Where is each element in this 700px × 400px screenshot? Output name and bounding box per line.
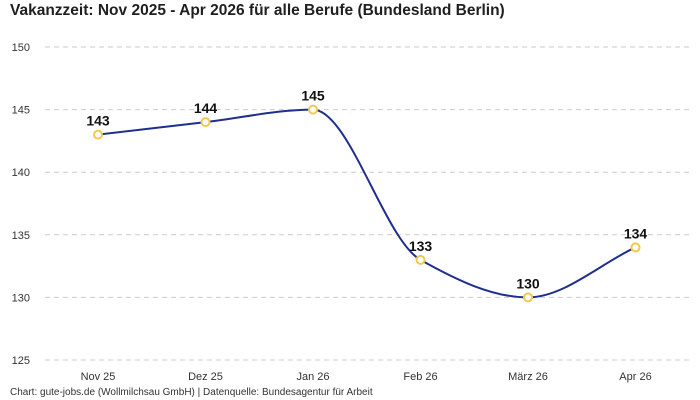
x-tick-label: März 26 (508, 371, 548, 383)
data-points (93, 104, 641, 303)
y-tick-label: 125 (12, 355, 30, 367)
x-axis-ticks: Nov 25 Dez 25 Jan 26 Feb 26 März 26 Apr 26 (81, 371, 652, 383)
y-tick-label: 150 (12, 42, 30, 54)
data-point (415, 254, 426, 265)
data-point (523, 292, 533, 303)
series-line (97, 108, 636, 299)
data-label: 143 (86, 113, 110, 129)
data-label: 130 (516, 275, 540, 291)
x-tick-label: Apr 26 (619, 371, 651, 383)
y-tick-label: 135 (12, 230, 30, 242)
y-tick-label: 145 (12, 105, 30, 117)
x-tick-label: Feb 26 (403, 371, 437, 383)
data-point (308, 104, 318, 115)
x-tick-label: Nov 25 (81, 371, 116, 383)
x-tick-label: Dez 25 (188, 371, 223, 383)
chart-source-footer: Chart: gute-jobs.de (Wollmilchsau GmbH) … (10, 387, 373, 398)
y-tick-label: 130 (12, 292, 30, 304)
data-point (93, 129, 103, 140)
gridlines (45, 46, 690, 361)
data-label: 133 (409, 238, 433, 254)
data-label: 134 (624, 225, 648, 241)
data-label: 144 (194, 100, 218, 116)
data-point (200, 117, 211, 128)
chart-title: Vakanzzeit: Nov 2025 - Apr 2026 für alle… (10, 2, 505, 19)
y-tick-label: 140 (12, 167, 30, 179)
y-axis-ticks: 125 130 135 140 145 150 (12, 42, 30, 367)
data-label: 145 (301, 88, 325, 104)
x-tick-label: Jan 26 (296, 371, 329, 383)
data-labels: 143 144 145 133 130 134 (86, 88, 647, 292)
data-point (630, 242, 641, 253)
